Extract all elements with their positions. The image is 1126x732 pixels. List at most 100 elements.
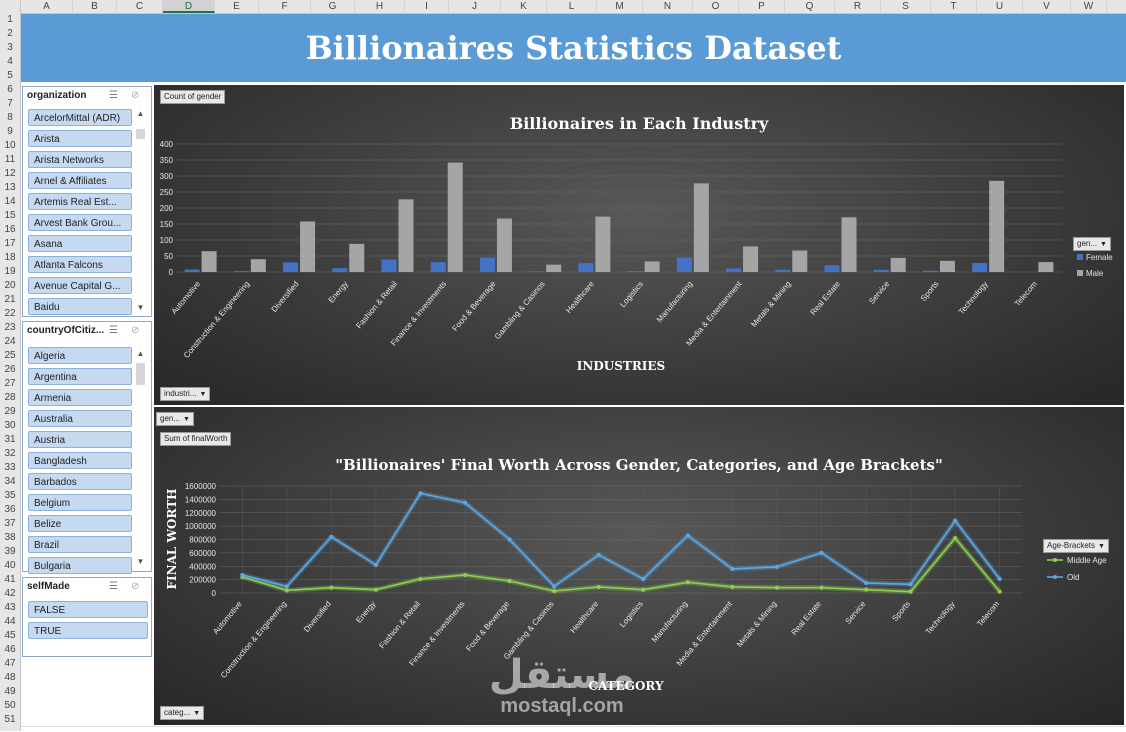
bar-female[interactable] xyxy=(627,271,643,272)
finalworth-line-chart-panel[interactable]: gen... ▼ Sum of finalWorth "Billionaires'… xyxy=(154,407,1124,725)
column-header-s[interactable]: S xyxy=(881,0,931,13)
slicer-item[interactable]: Brazil xyxy=(28,536,132,553)
column-header-w[interactable]: W xyxy=(1071,0,1107,13)
slicer-item[interactable]: Baidu xyxy=(28,298,132,315)
bar-male[interactable] xyxy=(349,243,365,272)
row-header-44[interactable]: 44 xyxy=(4,616,16,627)
row-header-35[interactable]: 35 xyxy=(4,490,16,501)
scroll-down-icon[interactable]: ▼ xyxy=(136,557,145,566)
legend-field-button[interactable]: gen... ▼ xyxy=(1073,237,1111,251)
data-point[interactable] xyxy=(240,572,245,577)
data-point[interactable] xyxy=(507,537,512,542)
row-header-51[interactable]: 51 xyxy=(4,714,16,725)
row-header-11[interactable]: 11 xyxy=(4,154,16,165)
data-point[interactable] xyxy=(284,588,289,593)
data-point[interactable] xyxy=(774,564,779,569)
row-header-6[interactable]: 6 xyxy=(7,84,13,95)
data-point[interactable] xyxy=(329,585,334,590)
row-header-27[interactable]: 27 xyxy=(4,378,16,389)
slicer-item[interactable]: ArcelorMittal (ADR) xyxy=(28,109,132,126)
column-header-d[interactable]: D xyxy=(163,0,215,13)
data-point[interactable] xyxy=(685,580,690,585)
column-header-g[interactable]: G xyxy=(311,0,355,13)
bar-female[interactable] xyxy=(972,263,988,272)
slicer-country[interactable]: countryOfCitiz... ☰ ⊘ Algeria Argentina Ar… xyxy=(22,321,152,574)
bar-female[interactable] xyxy=(775,269,791,272)
column-header-i[interactable]: I xyxy=(405,0,449,13)
row-header-32[interactable]: 32 xyxy=(4,448,16,459)
row-header-23[interactable]: 23 xyxy=(4,322,16,333)
row-header-34[interactable]: 34 xyxy=(4,476,16,487)
data-point[interactable] xyxy=(953,536,958,541)
scroll-up-icon[interactable]: ▲ xyxy=(136,109,145,118)
row-header-28[interactable]: 28 xyxy=(4,392,16,403)
bar-male[interactable] xyxy=(398,199,414,272)
row-header-40[interactable]: 40 xyxy=(4,560,16,571)
row-header-41[interactable]: 41 xyxy=(4,574,16,585)
bar-male[interactable] xyxy=(447,162,463,272)
row-header-37[interactable]: 37 xyxy=(4,518,16,529)
row-header-12[interactable]: 12 xyxy=(4,168,16,179)
bar-female[interactable] xyxy=(529,271,545,272)
data-point[interactable] xyxy=(819,550,824,555)
column-header-c[interactable]: C xyxy=(117,0,163,13)
row-header-21[interactable]: 21 xyxy=(4,294,16,305)
row-header-50[interactable]: 50 xyxy=(4,700,16,711)
bar-female[interactable] xyxy=(824,265,840,272)
data-point[interactable] xyxy=(373,587,378,592)
data-point[interactable] xyxy=(463,572,468,577)
bar-male[interactable] xyxy=(841,217,857,272)
row-header-2[interactable]: 2 xyxy=(7,28,13,39)
column-header-j[interactable]: J xyxy=(449,0,501,13)
value-field-button[interactable]: Sum of finalWorth xyxy=(160,432,232,446)
slicer-item[interactable]: TRUE xyxy=(28,622,148,639)
clear-filter-icon[interactable]: ⊘ xyxy=(131,90,140,101)
column-header-r[interactable]: R xyxy=(835,0,881,13)
slicer-country-scrollbar[interactable]: ▲ ▼ xyxy=(135,349,146,569)
bar-female[interactable] xyxy=(381,259,397,272)
bar-male[interactable] xyxy=(743,246,759,272)
data-point[interactable] xyxy=(819,585,824,590)
scroll-thumb[interactable] xyxy=(136,129,145,139)
data-point[interactable] xyxy=(329,534,334,539)
column-header-k[interactable]: K xyxy=(501,0,547,13)
report-filter-button[interactable]: gen... ▼ xyxy=(156,412,194,426)
bar-male[interactable] xyxy=(939,260,955,272)
multi-select-icon[interactable]: ☰ xyxy=(109,581,118,592)
slicer-item[interactable]: Australia xyxy=(28,410,132,427)
bar-female[interactable] xyxy=(332,268,348,272)
data-point[interactable] xyxy=(641,576,646,581)
bar-female[interactable] xyxy=(184,269,200,272)
column-header-f[interactable]: F xyxy=(259,0,311,13)
row-header-3[interactable]: 3 xyxy=(7,42,13,53)
row-header-43[interactable]: 43 xyxy=(4,602,16,613)
data-point[interactable] xyxy=(596,552,601,557)
row-header-1[interactable]: 1 xyxy=(7,14,13,25)
data-point[interactable] xyxy=(908,589,913,594)
clear-filter-icon[interactable]: ⊘ xyxy=(131,325,140,336)
row-header-25[interactable]: 25 xyxy=(4,350,16,361)
data-point[interactable] xyxy=(284,584,289,589)
bar-female[interactable] xyxy=(430,262,446,272)
series-line-middle-age[interactable] xyxy=(242,537,1001,593)
column-header-e[interactable]: E xyxy=(215,0,259,13)
slicer-item[interactable]: Belize xyxy=(28,515,132,532)
data-point[interactable] xyxy=(953,518,958,523)
series-line-old[interactable] xyxy=(242,492,1001,588)
row-header-17[interactable]: 17 xyxy=(4,238,16,249)
row-header-30[interactable]: 30 xyxy=(4,420,16,431)
row-header-18[interactable]: 18 xyxy=(4,252,16,263)
axis-field-button[interactable]: industri... ▼ xyxy=(160,387,211,401)
data-point[interactable] xyxy=(507,578,512,583)
scroll-up-icon[interactable]: ▲ xyxy=(136,349,145,358)
bar-male[interactable] xyxy=(693,183,709,272)
row-header-8[interactable]: 8 xyxy=(7,112,13,123)
row-header-47[interactable]: 47 xyxy=(4,658,16,669)
value-field-button[interactable]: Count of gender xyxy=(160,90,226,104)
slicer-item[interactable]: Arista Networks xyxy=(28,151,132,168)
column-header-m[interactable]: M xyxy=(597,0,643,13)
bar-male[interactable] xyxy=(201,251,217,272)
row-header-36[interactable]: 36 xyxy=(4,504,16,515)
bar-female[interactable] xyxy=(873,269,889,272)
slicer-item[interactable]: Argentina xyxy=(28,368,132,385)
